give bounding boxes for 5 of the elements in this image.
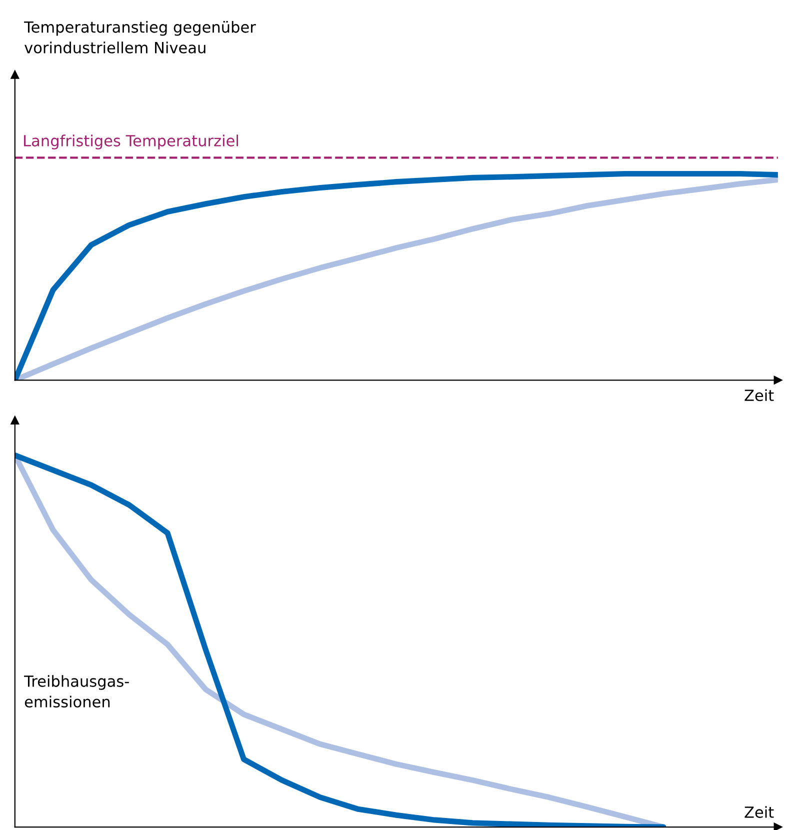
y-axis-title: Treibhausgas- emissionen [24, 675, 129, 708]
x-axis-title: Zeit [744, 389, 774, 402]
y-axis-title: Temperaturanstieg gegenüber vorindustriellem Niveau [24, 20, 256, 54]
ref-line-label: Langfristiges Temperaturziel [24, 134, 238, 150]
x-axis-title: Zeit [744, 806, 774, 818]
